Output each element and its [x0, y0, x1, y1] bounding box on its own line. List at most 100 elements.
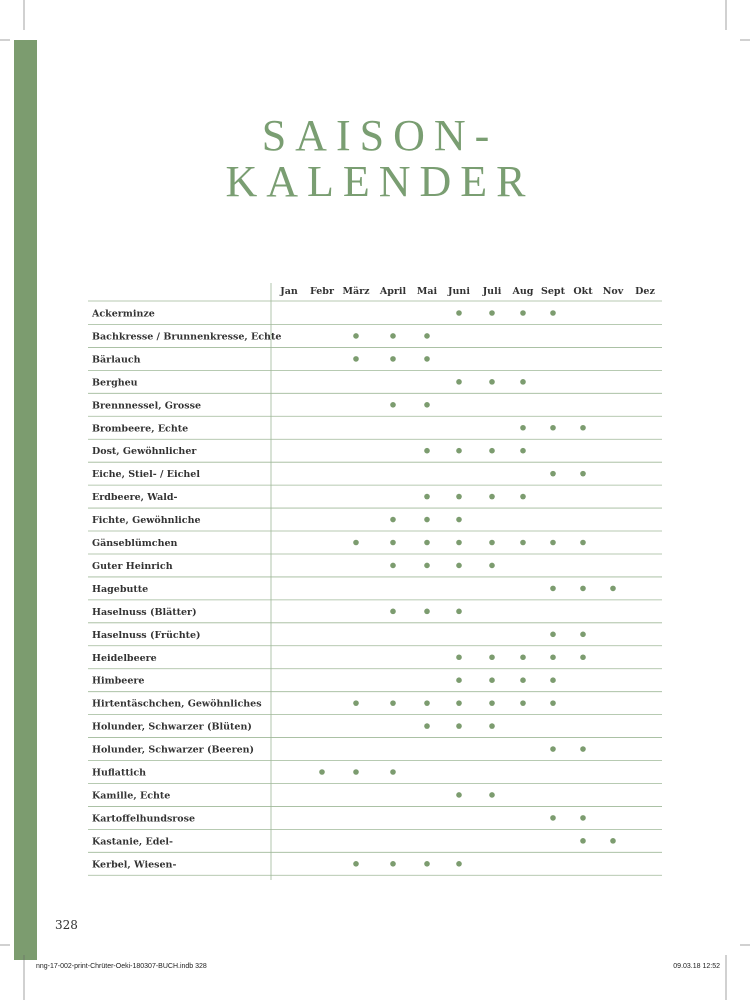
season-dot [520, 447, 526, 454]
season-dot [489, 379, 495, 385]
season-dot [390, 333, 396, 339]
season-dot [424, 608, 430, 615]
row-name: Hagebutte [92, 584, 148, 595]
row-name: Kastanie, Edel- [92, 836, 173, 847]
footer-file: nng-17-002-print-Chrüter-Oeki-180307-BUC… [36, 963, 207, 970]
row-name: Himbeere [92, 676, 144, 687]
season-dot [580, 654, 586, 661]
season-dot [610, 838, 616, 844]
season-dot [456, 539, 462, 546]
row-name: Haselnuss (Blätter) [92, 607, 197, 618]
month-header: Jan [279, 286, 298, 297]
row-name: Bachkresse / Brunnenkresse, Echte [92, 331, 281, 342]
season-dot [489, 700, 495, 706]
season-dot [550, 746, 556, 752]
season-dot [390, 769, 396, 775]
season-dot [424, 861, 430, 867]
season-dot [580, 539, 586, 546]
month-header: April [379, 286, 407, 297]
season-dot [353, 700, 359, 706]
title-line: SAISON- [262, 111, 499, 160]
row-name: Guter Heinrich [92, 561, 173, 572]
season-dot [550, 585, 556, 592]
season-dot [489, 310, 495, 316]
season-dot [390, 700, 396, 706]
month-header: Okt [573, 286, 593, 297]
season-dot [353, 861, 359, 867]
season-dot [390, 562, 396, 569]
season-dot [456, 447, 462, 454]
season-dot [424, 447, 430, 454]
season-dot [424, 333, 430, 339]
season-dot [520, 493, 526, 500]
season-dot [489, 562, 495, 569]
row-name: Ackerminze [91, 309, 155, 320]
season-dot [456, 562, 462, 569]
season-dot [456, 677, 462, 683]
row-name: Heidelbeere [92, 653, 157, 664]
season-dot [456, 516, 462, 523]
row-name: Eiche, Stiel- / Eichel [92, 469, 200, 480]
season-dot [456, 493, 462, 500]
season-dot [456, 700, 462, 706]
season-dot [550, 815, 556, 821]
month-header: Juli [482, 286, 502, 297]
season-dot [456, 310, 462, 316]
row-name: Erdbeere, Wald- [92, 492, 178, 503]
season-dot [550, 700, 556, 706]
season-dot [390, 356, 396, 362]
page-number: 328 [55, 918, 78, 932]
season-dot [353, 539, 359, 546]
season-dot [520, 379, 526, 385]
season-dot [489, 654, 495, 661]
season-dot [424, 402, 430, 408]
season-dot [550, 654, 556, 661]
month-header: Nov [603, 286, 624, 297]
season-dot [390, 539, 396, 546]
season-dot [489, 723, 495, 729]
month-header: Dez [635, 286, 655, 297]
season-dot [489, 493, 495, 500]
season-dot [456, 792, 462, 798]
season-dot [390, 516, 396, 523]
season-dot [580, 585, 586, 592]
season-dot [456, 654, 462, 661]
season-dot [489, 447, 495, 454]
month-header: Mai [417, 286, 438, 297]
season-dot [456, 379, 462, 385]
season-dot [424, 356, 430, 362]
season-dot [489, 792, 495, 798]
season-dot [390, 861, 396, 867]
title-line: KALENDER [225, 157, 534, 206]
season-dot [456, 861, 462, 867]
season-dot [353, 356, 359, 362]
green-bar [14, 40, 37, 960]
season-dot [550, 631, 556, 638]
month-header: Juni [447, 286, 470, 297]
row-name: Brennnessel, Grosse [92, 400, 201, 411]
season-dot [353, 333, 359, 339]
season-dot [580, 470, 586, 477]
season-dot [489, 539, 495, 546]
row-name: Gänseblümchen [92, 538, 178, 549]
row-name: Hirtentäschchen, Gewöhnliches [92, 699, 262, 710]
season-dot [520, 424, 526, 431]
season-dot [520, 310, 526, 316]
season-dot [580, 424, 586, 431]
season-dot [520, 654, 526, 661]
season-dot [520, 539, 526, 546]
season-dot [424, 493, 430, 500]
month-header: Aug [512, 286, 534, 297]
row-name: Huflattich [92, 768, 146, 779]
season-dot [580, 631, 586, 638]
season-dot [550, 310, 556, 316]
row-name: Holunder, Schwarzer (Beeren) [92, 745, 254, 756]
row-name: Holunder, Schwarzer (Blüten) [92, 722, 252, 733]
month-header: Sept [541, 286, 566, 297]
season-dot [424, 700, 430, 706]
season-dot [550, 424, 556, 431]
season-dot [390, 402, 396, 408]
season-dot [424, 516, 430, 523]
